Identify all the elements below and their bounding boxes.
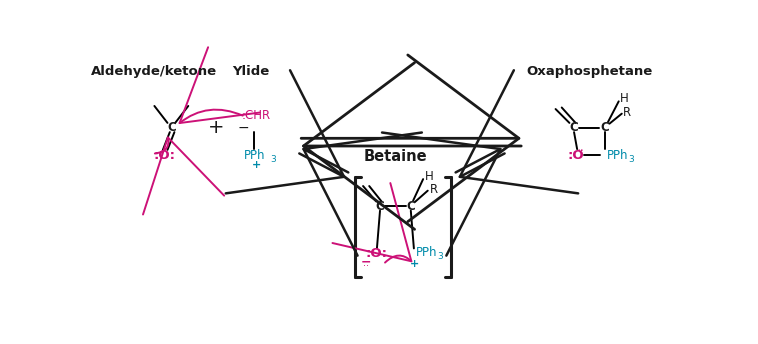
Text: C: C — [167, 121, 176, 134]
Text: 3: 3 — [271, 154, 277, 164]
Text: Oxaphosphetane: Oxaphosphetane — [526, 65, 653, 78]
Text: PPh: PPh — [606, 149, 628, 162]
Text: +: + — [208, 118, 224, 137]
Text: H: H — [620, 92, 629, 105]
Text: ..: .. — [363, 258, 369, 268]
Text: Betaine: Betaine — [364, 149, 428, 163]
Text: R: R — [623, 106, 631, 119]
Text: C: C — [600, 121, 609, 134]
Text: 3: 3 — [628, 154, 634, 164]
Text: C: C — [376, 200, 384, 213]
Text: PPh: PPh — [416, 246, 437, 259]
Text: :O:: :O: — [153, 149, 175, 162]
Text: R: R — [430, 183, 438, 196]
Text: C: C — [406, 200, 415, 213]
Text: 3: 3 — [438, 251, 443, 261]
Text: Ylide: Ylide — [232, 65, 269, 78]
Text: :Ö: :Ö — [567, 149, 584, 162]
Text: +: + — [252, 160, 261, 170]
Text: Aldehyde/ketone: Aldehyde/ketone — [91, 65, 218, 78]
Text: :O:: :O: — [366, 247, 388, 260]
Text: C: C — [570, 121, 578, 134]
Text: H: H — [424, 170, 434, 183]
Text: PPh: PPh — [244, 149, 265, 162]
Text: +: + — [410, 259, 419, 269]
Text: −: − — [238, 120, 249, 135]
Text: :CHR: :CHR — [242, 109, 271, 122]
Text: −: − — [361, 255, 371, 268]
